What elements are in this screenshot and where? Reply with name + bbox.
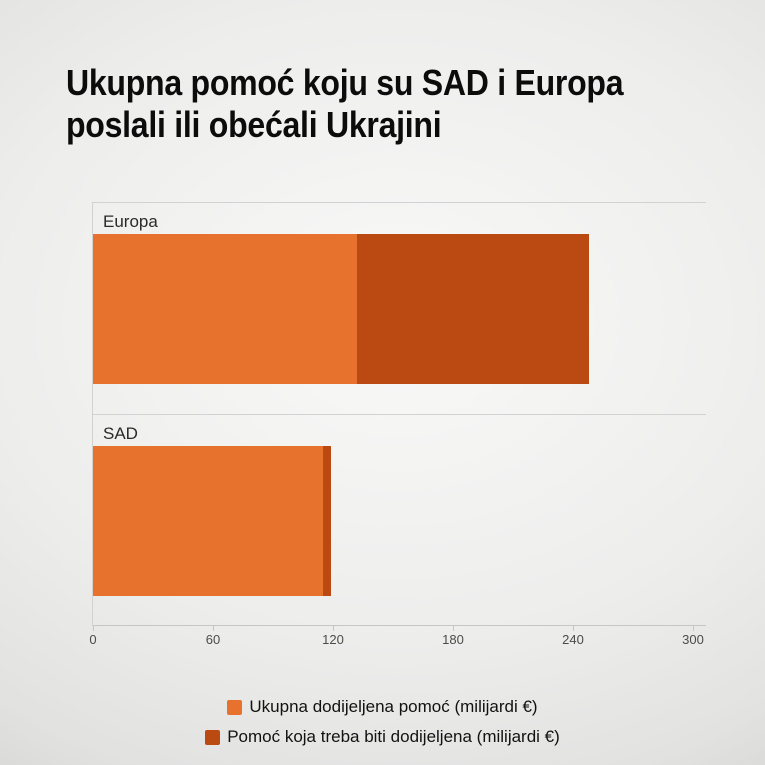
legend-swatch-icon xyxy=(205,729,221,745)
chart-row-europa: Europa xyxy=(93,202,706,414)
axis-tick xyxy=(93,626,94,631)
axis-tick-label: 300 xyxy=(682,632,704,647)
chart-title: Ukupna pomoć koju su SAD i Europa poslal… xyxy=(66,62,624,146)
legend-label: Ukupna dodijeljena pomoć (milijardi €) xyxy=(249,697,538,716)
bar-segment-allocated xyxy=(93,234,357,384)
axis-tick-label: 180 xyxy=(442,632,464,647)
bar-segment-allocated xyxy=(93,446,323,596)
bar-chart-plot-area: Europa SAD 0 60 120 180 240 300 xyxy=(89,202,706,647)
legend-swatch-icon xyxy=(227,699,243,715)
axis-tick-label: 60 xyxy=(205,632,221,647)
category-label: SAD xyxy=(103,424,138,443)
bar-segment-to-be-allocated xyxy=(323,446,331,596)
chart-legend: Ukupna dodijeljena pomoć (milijardi €) Po… xyxy=(0,697,765,747)
bar-segment-to-be-allocated xyxy=(357,234,589,384)
chart-row-sad: SAD xyxy=(93,414,706,626)
legend-item-to-be-allocated: Pomoć koja treba biti dodijeljena (milij… xyxy=(205,727,560,747)
legend-item-allocated: Ukupna dodijeljena pomoć (milijardi €) xyxy=(227,697,538,717)
legend-label: Pomoć koja treba biti dodijeljena (milij… xyxy=(227,727,560,746)
axis-tick xyxy=(453,626,454,631)
axis-tick xyxy=(573,626,574,631)
axis-tick xyxy=(333,626,334,631)
axis-tick-label: 120 xyxy=(322,632,344,647)
axis-tick xyxy=(693,626,694,631)
axis-tick-label: 0 xyxy=(89,632,97,647)
stacked-bar xyxy=(93,446,331,596)
stacked-bar xyxy=(93,234,589,384)
axis-tick-label: 240 xyxy=(562,632,584,647)
x-axis: 0 60 120 180 240 300 xyxy=(89,625,706,647)
axis-tick xyxy=(213,626,214,631)
category-label: Europa xyxy=(103,212,158,231)
